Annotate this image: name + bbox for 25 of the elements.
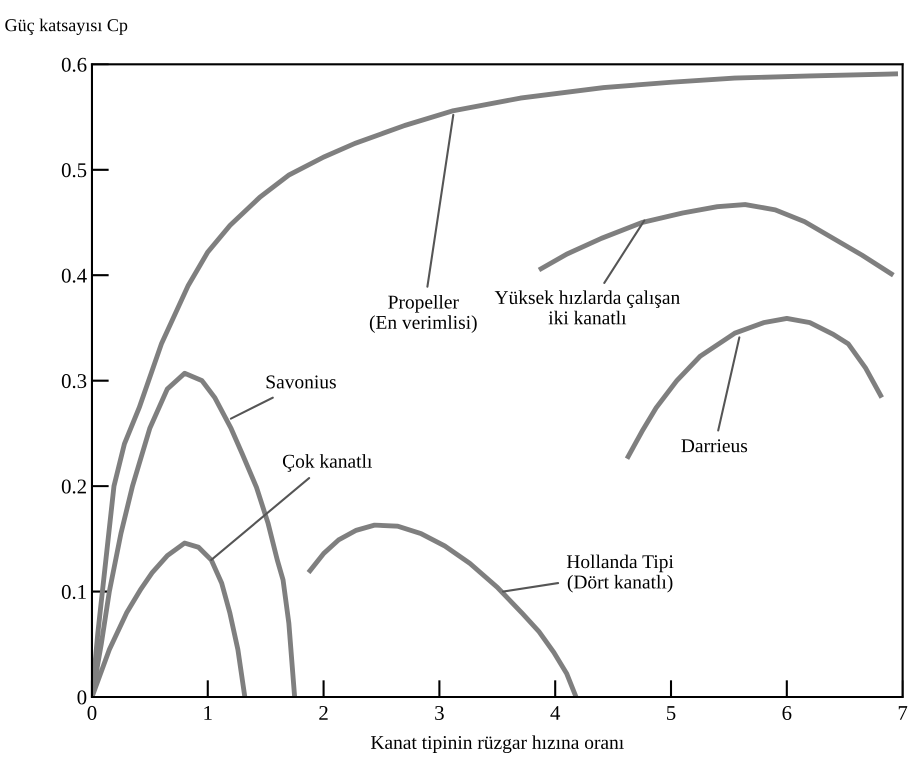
x-tick-label: 2 — [319, 706, 328, 720]
annotation: Yüksek hızlarda çalışan iki kanatlı — [494, 290, 680, 324]
annotation: Hollanda Tipi (Dört kanatlı) — [566, 554, 674, 593]
annotation: Propeller (En verimlisi) — [370, 294, 477, 333]
line-series — [624, 316, 884, 462]
y-tick-label: 0.3 — [62, 374, 86, 388]
chart-title: Güç katsayısı Cp — [5, 18, 128, 35]
x-tick-label: 1 — [204, 706, 212, 720]
annotation: Darrieus — [681, 439, 748, 452]
y-tick-label: 0.6 — [62, 58, 86, 72]
line-series — [536, 202, 896, 278]
y-tick-label: 0 — [77, 690, 86, 704]
x-tick-label: 0 — [88, 706, 96, 720]
y-tick-label: 0.2 — [62, 479, 86, 494]
x-tick-label: 6 — [782, 706, 792, 720]
x-tick-label: 4 — [550, 706, 560, 720]
y-tick-label: 0.4 — [62, 268, 87, 283]
x-tick-label: 7 — [898, 706, 908, 720]
y-tick-label: 0.5 — [62, 163, 86, 178]
annotation: Çok kanatlı — [282, 454, 372, 472]
x-tick-label: 3 — [435, 706, 444, 720]
x-axis-title: Kanat tipinin rüzgar hızına oranı — [370, 735, 624, 754]
y-tick-label: 0.1 — [62, 584, 86, 600]
x-tick-label: 5 — [667, 706, 676, 720]
annotation: Savonius — [266, 375, 336, 388]
